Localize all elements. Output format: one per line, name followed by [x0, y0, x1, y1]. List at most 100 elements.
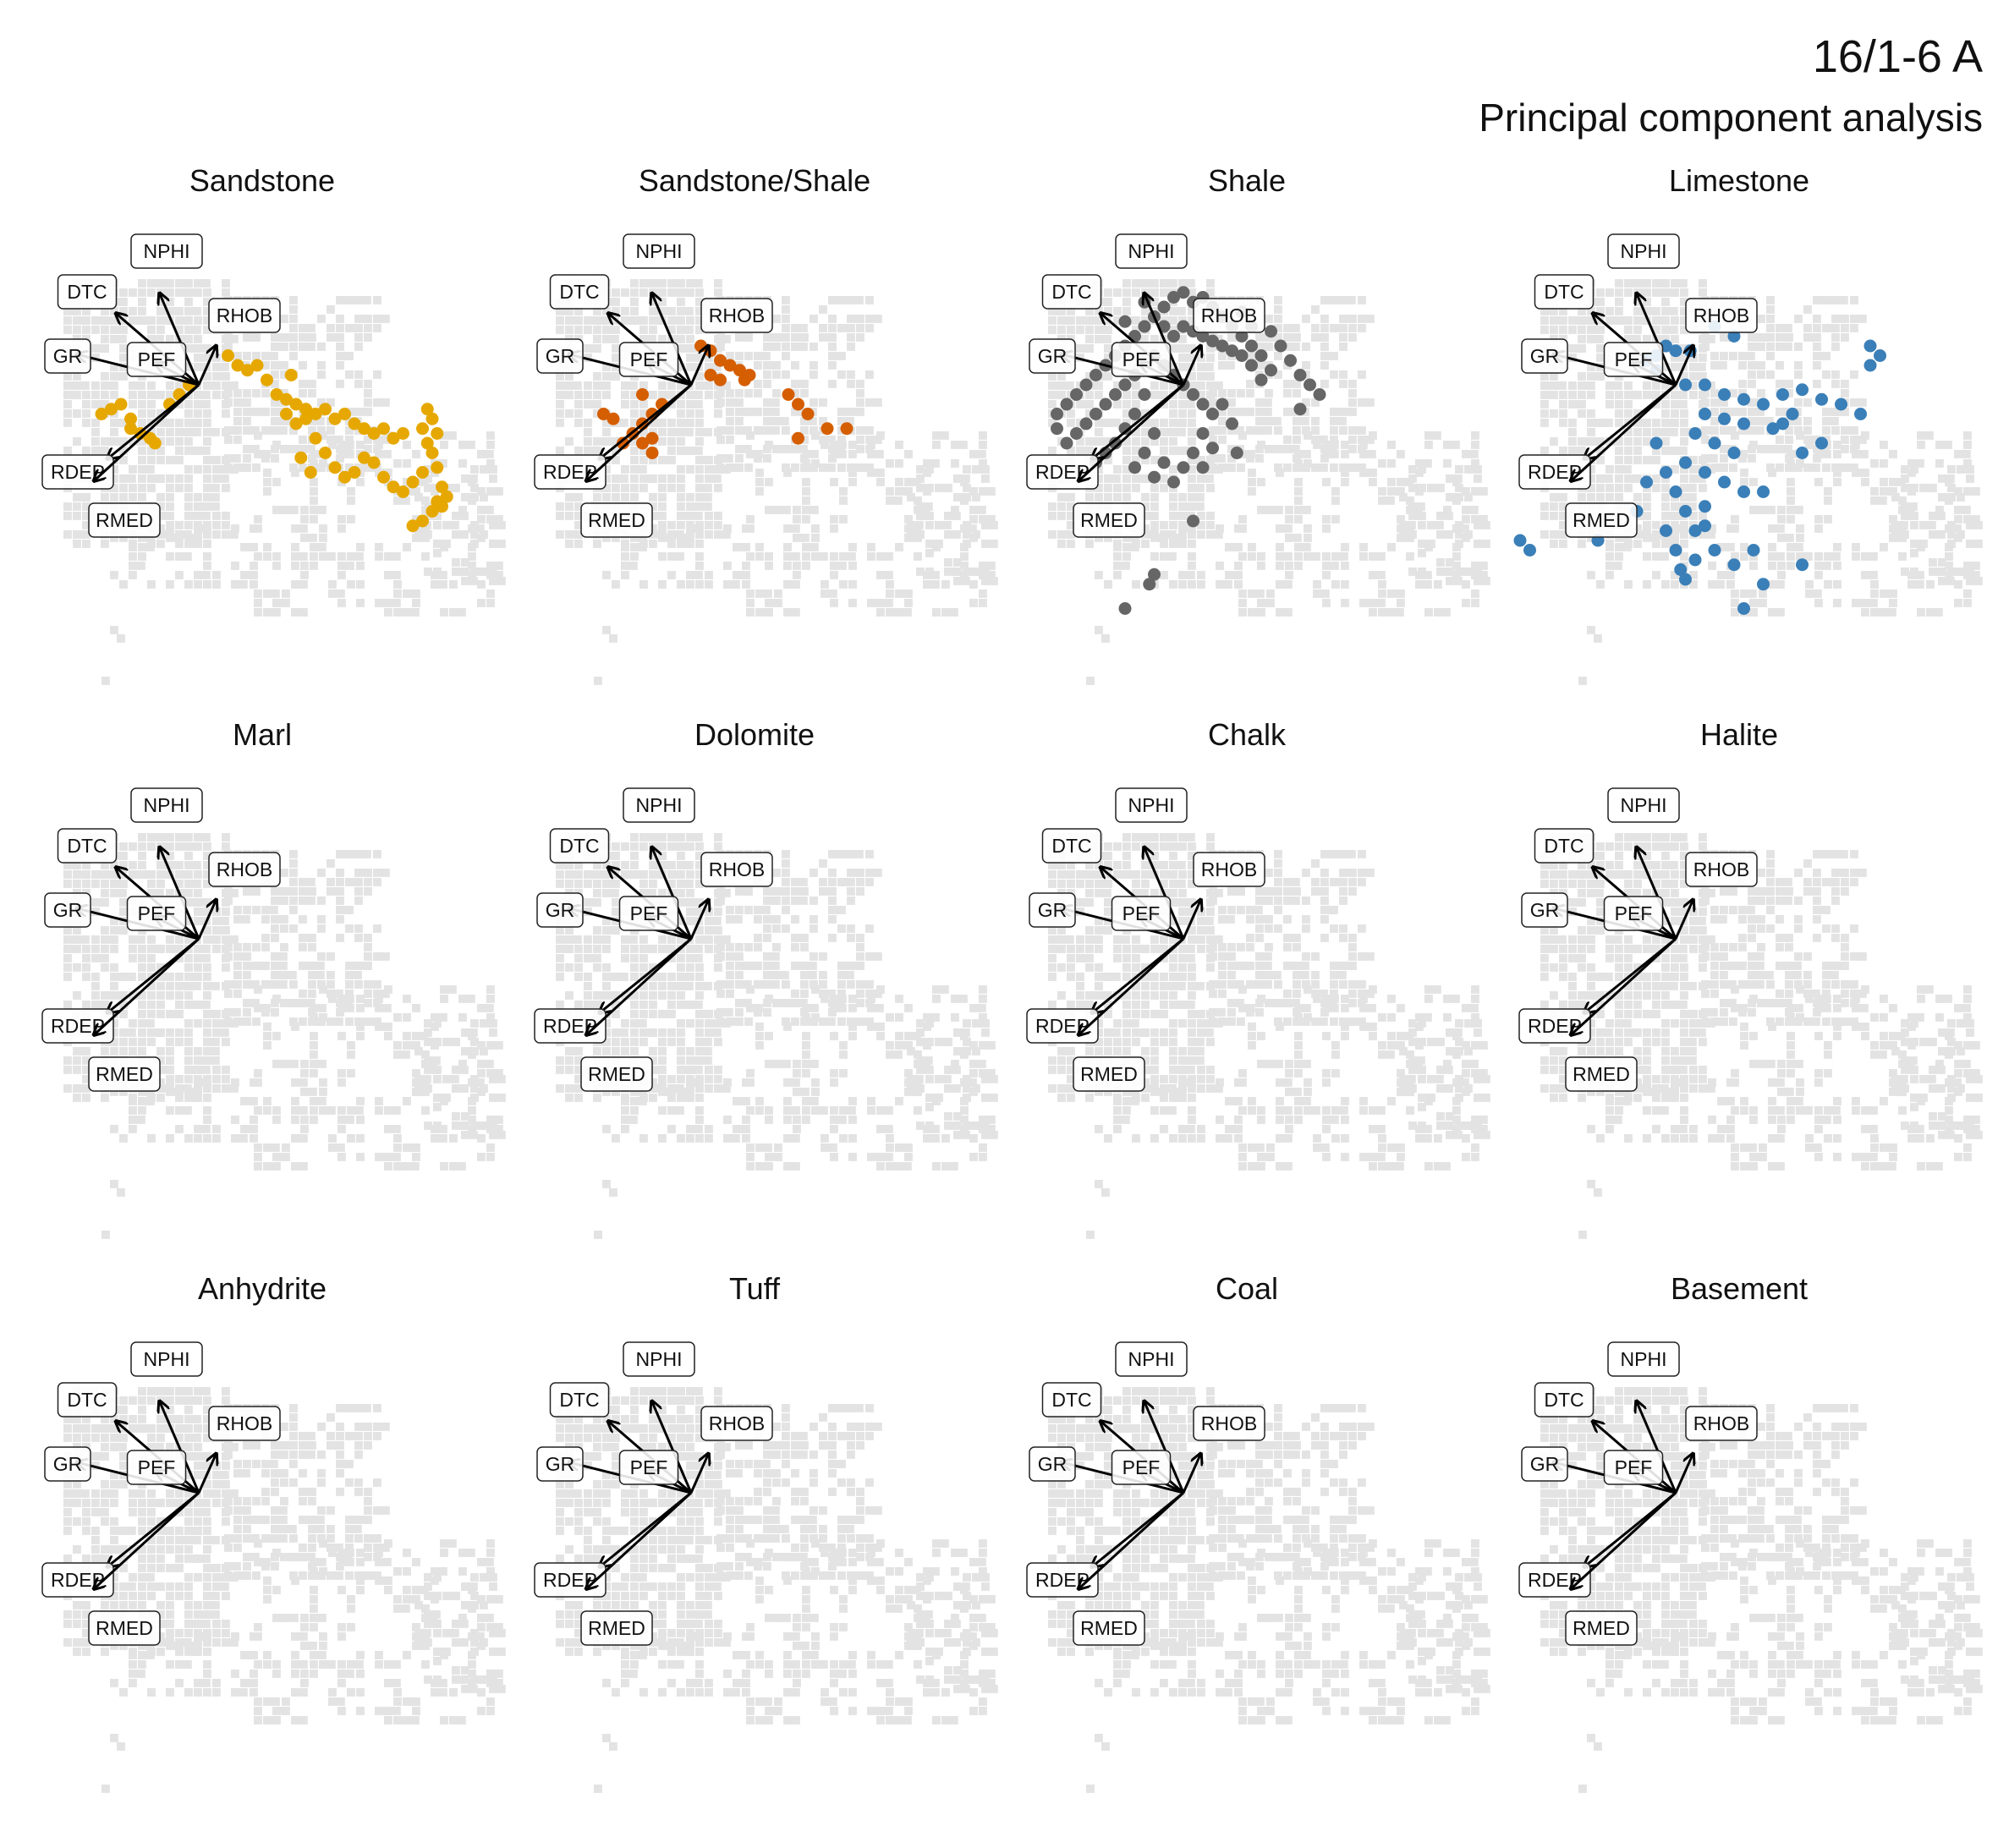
background-tile: [147, 474, 164, 483]
background-tile: [811, 431, 820, 440]
background-tile: [364, 380, 372, 388]
background-tile: [194, 954, 211, 962]
background-tile: [1615, 493, 1623, 502]
background-tile: [886, 580, 894, 589]
background-tile: [175, 1010, 184, 1018]
background-tile: [212, 363, 229, 371]
background-tile: [865, 878, 874, 886]
loading-arrow: [1674, 345, 1693, 386]
data-point: [1737, 485, 1750, 498]
background-tile: [166, 428, 174, 436]
background-tile: [744, 408, 761, 416]
background-tile: [261, 962, 270, 970]
background-tile: [793, 506, 801, 514]
background-tile: [602, 437, 619, 446]
background-tile: [556, 870, 564, 879]
background-tile: [212, 571, 221, 579]
background-tile: [1831, 343, 1840, 351]
background-tile: [658, 298, 667, 306]
background-tile: [384, 1125, 401, 1133]
background-tile: [319, 431, 327, 440]
background-tile: [1048, 316, 1057, 325]
background-tile: [677, 363, 685, 371]
background-tile: [412, 1153, 420, 1161]
background-tile: [1766, 333, 1775, 342]
background-tile: [486, 1116, 503, 1124]
background-tile: [364, 398, 372, 407]
background-tile: [119, 447, 128, 455]
background-tile: [147, 381, 156, 390]
background-tile: [280, 361, 288, 370]
background-tile: [763, 445, 771, 453]
background-tile: [166, 982, 174, 990]
background-tile: [1624, 409, 1633, 418]
background-tile: [250, 1078, 258, 1087]
data-point: [704, 369, 717, 381]
background-tile: [1680, 307, 1688, 315]
background-tile: [1283, 463, 1292, 472]
background-tile: [1443, 506, 1452, 514]
loading-arrow: [1144, 293, 1185, 386]
background-tile: [1057, 391, 1066, 399]
background-tile: [110, 926, 127, 935]
background-tile: [856, 1017, 873, 1026]
background-tile: [1150, 279, 1159, 288]
background-tile: [1320, 454, 1329, 463]
background-tile: [384, 1032, 392, 1040]
background-tile: [110, 391, 118, 399]
background-tile: [856, 315, 865, 323]
background-tile: [291, 608, 308, 617]
background-tile: [1833, 562, 1842, 570]
background-tile: [1218, 417, 1227, 425]
loading-arrow: [197, 899, 217, 940]
background-tile: [810, 1017, 818, 1026]
background-tile: [82, 870, 91, 879]
background-tile: [393, 1013, 402, 1022]
background-tile: [819, 971, 827, 979]
background-tile: [856, 952, 865, 961]
facet-title: Sandstone/Shale: [639, 163, 870, 198]
background-tile: [667, 1028, 676, 1037]
background-tile: [203, 465, 211, 474]
background-tile: [639, 833, 656, 842]
background-tile: [403, 995, 411, 1003]
background-tile: [222, 1084, 239, 1093]
data-point: [416, 514, 429, 528]
background-tile: [470, 1084, 479, 1093]
background-tile: [184, 512, 201, 520]
background-tile: [336, 850, 353, 858]
background-tile: [1578, 316, 1595, 325]
background-tile: [904, 1069, 913, 1078]
data-point: [328, 461, 342, 474]
background-tile: [271, 971, 288, 979]
background-tile: [1341, 450, 1349, 458]
background-tile: [1085, 326, 1094, 334]
background-tile: [412, 450, 420, 458]
background-tile: [354, 897, 363, 905]
background-tile: [91, 870, 108, 879]
background-tile: [300, 1116, 309, 1124]
background-tile: [565, 880, 574, 888]
background-tile: [1283, 324, 1300, 332]
background-tile: [166, 512, 174, 520]
background-tile: [981, 540, 998, 548]
loading-label-box: [700, 298, 773, 333]
background-tile: [1680, 326, 1688, 334]
background-tile: [147, 447, 156, 455]
background-tile: [1150, 288, 1159, 297]
background-tile: [1559, 316, 1567, 325]
background-tile: [754, 380, 762, 388]
background-tile: [156, 1047, 165, 1056]
background-tile: [291, 1078, 308, 1087]
background-tile: [916, 568, 925, 576]
background-tile: [1587, 363, 1595, 371]
background-tile: [1178, 400, 1195, 409]
background-tile: [1606, 562, 1622, 570]
background-tile: [754, 408, 762, 416]
background-tile: [1085, 493, 1094, 502]
background-tile: [272, 478, 281, 486]
data-point: [714, 373, 727, 387]
background-tile: [735, 417, 744, 425]
data-point: [1874, 349, 1886, 362]
background-tile: [212, 1134, 221, 1143]
